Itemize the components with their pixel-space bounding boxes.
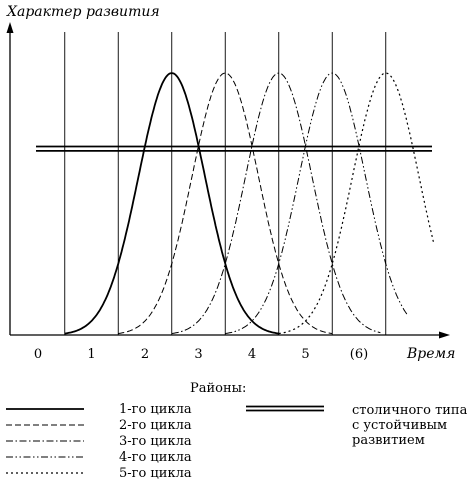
- grid-lines: [64, 32, 387, 335]
- axes: [6, 22, 450, 339]
- series-line-2: [118, 72, 333, 335]
- legend-label-3: 3-го цикла: [119, 434, 192, 449]
- legend-capital-line-2: с устойчивым: [352, 418, 447, 433]
- x-tick-label-6: (6): [350, 347, 368, 362]
- x-tick-label-5: 5: [301, 347, 309, 362]
- series-line-5: [278, 72, 435, 335]
- legend-label-4: 4-го цикла: [119, 450, 192, 465]
- series-line-3: [171, 72, 381, 335]
- x-axis-arrow: [439, 331, 450, 339]
- legend-label-2: 2-го цикла: [119, 418, 192, 433]
- x-tick-labels: 0 1 2 3 4 5 (6): [34, 347, 368, 362]
- x-tick-label-2: 2: [141, 347, 149, 362]
- series-curves: [64, 72, 435, 335]
- y-axis-arrow: [6, 22, 14, 33]
- series-line-1: [64, 72, 279, 335]
- legend-title: Районы:: [190, 381, 246, 396]
- x-tick-label-0: 0: [34, 347, 42, 362]
- legend-capital-line-3: развитием: [352, 433, 425, 448]
- x-tick-label-4: 4: [248, 347, 256, 362]
- y-axis-label: Характер развития: [6, 4, 160, 20]
- legend-label-1: 1-го цикла: [119, 402, 192, 417]
- x-axis-label: Время: [406, 346, 455, 362]
- legend-item-capital: столичного типа с устойчивым развитием: [246, 403, 468, 448]
- legend-label-5: 5-го цикла: [119, 466, 192, 481]
- x-tick-label-3: 3: [194, 347, 202, 362]
- series-line-4: [225, 72, 408, 335]
- baseline-double-line: [36, 145, 432, 152]
- x-tick-label-1: 1: [87, 347, 95, 362]
- legend-capital-line-1: столичного типа: [352, 403, 468, 418]
